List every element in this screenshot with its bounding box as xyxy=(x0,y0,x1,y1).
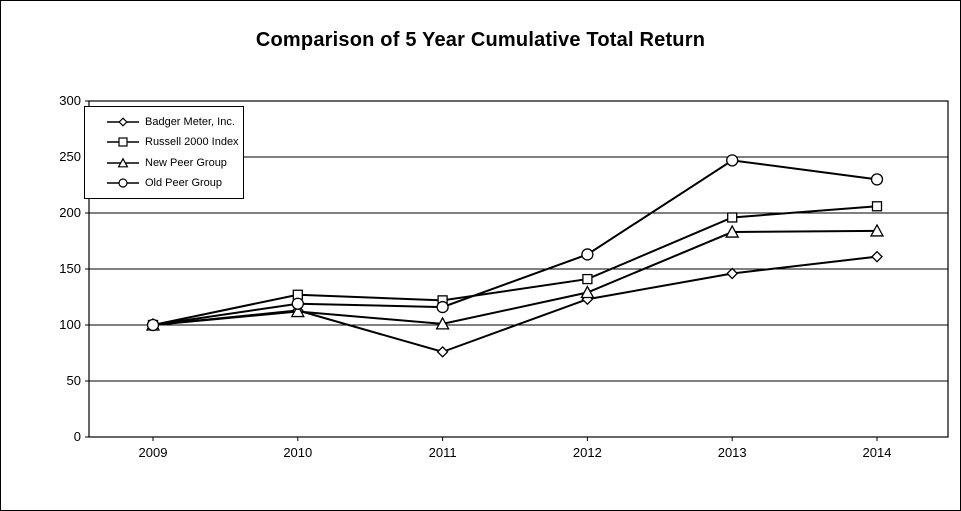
x-axis-tick-label: 2012 xyxy=(572,445,602,460)
x-axis-tick-label: 2010 xyxy=(283,445,313,460)
diamond-data-point-marker xyxy=(436,345,449,358)
square-data-point-marker xyxy=(582,273,593,285)
diamond-data-point-marker xyxy=(871,250,883,263)
chart-title: Comparison of 5 Year Cumulative Total Re… xyxy=(255,29,706,51)
legend: Badger Meter, Inc. Russell 2000 Index Ne… xyxy=(84,106,244,199)
series-line-new-peer-group xyxy=(152,229,878,326)
circle-data-point-marker xyxy=(581,248,594,261)
y-axis-tick-label: 150 xyxy=(59,261,81,276)
diamond-marker-icon xyxy=(107,117,139,127)
y-axis-tick-label: 50 xyxy=(66,373,81,388)
triangle-data-point-marker xyxy=(869,223,885,237)
legend-label: Old Peer Group xyxy=(145,176,223,189)
circle-data-point-marker xyxy=(436,300,449,314)
series-line-russell-2000-index xyxy=(152,205,878,326)
y-axis-tick-label: 0 xyxy=(73,429,81,444)
square-marker-icon xyxy=(107,137,139,147)
x-axis-tick-label: 2009 xyxy=(138,445,168,460)
triangle-data-point-marker xyxy=(580,285,595,299)
series-line-old-peer-group xyxy=(152,159,878,326)
circle-data-point-marker xyxy=(291,297,304,310)
triangle-data-point-marker xyxy=(725,224,740,238)
y-axis-labels: 0 50 100 150 200 250 300 xyxy=(1,1,81,510)
legend-label: Badger Meter, Inc. xyxy=(145,116,235,129)
y-axis-tick-label: 100 xyxy=(59,317,81,332)
x-axis-tick-label: 2011 xyxy=(428,445,457,460)
triangle-data-point-marker xyxy=(290,304,305,318)
legend-item-badger-meter: Badger Meter, Inc. xyxy=(106,116,243,128)
triangle-marker-icon xyxy=(107,157,139,168)
plot-border xyxy=(88,100,949,438)
y-axis-tick-label: 300 xyxy=(59,93,81,108)
y-axis-tick-label: 250 xyxy=(59,149,81,164)
square-data-point-marker xyxy=(871,201,883,212)
legend-item-old-peer-group: Old Peer Group xyxy=(106,177,243,189)
y-axis-tick-label: 200 xyxy=(59,205,81,220)
legend-item-russell-2000: Russell 2000 Index xyxy=(106,136,243,148)
x-axis-tick-label: 2014 xyxy=(862,445,892,460)
circle-data-point-marker xyxy=(870,173,884,186)
circle-data-point-marker xyxy=(146,318,160,332)
circle-data-point-marker xyxy=(726,154,739,167)
triangle-data-point-marker xyxy=(435,316,450,330)
legend-item-new-peer-group: New Peer Group xyxy=(106,157,243,169)
diamond-data-point-marker xyxy=(726,267,739,280)
legend-label: New Peer Group xyxy=(145,156,227,169)
x-axis-tick-label: 2013 xyxy=(717,445,747,460)
square-data-point-marker xyxy=(727,212,738,223)
legend-label: Russell 2000 Index xyxy=(145,136,239,149)
circle-marker-icon xyxy=(107,178,139,188)
